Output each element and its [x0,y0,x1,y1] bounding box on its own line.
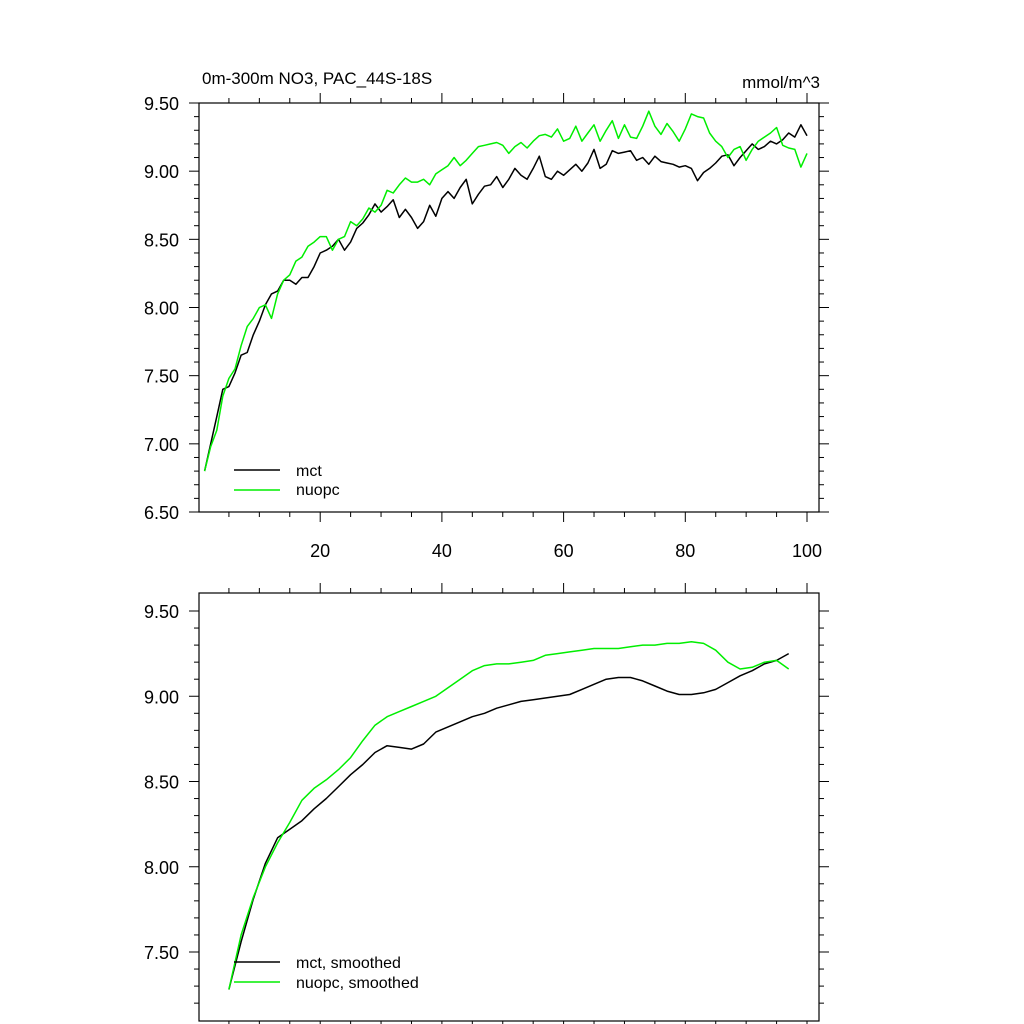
top-panel-title: 0m-300m NO3, PAC_44S-18S [202,69,432,88]
x-tick-label: 40 [432,541,452,561]
x-tick-label: 100 [792,541,822,561]
x-tick-label: 20 [310,541,330,561]
series-line-nuopc-smoothed [228,640,790,990]
top-panel-units: mmol/m^3 [742,73,820,92]
legend-label-mct: mct [296,463,322,480]
bottom-panel-frame [198,592,820,1022]
y-tick-label: 7.50 [144,943,179,963]
y-tick-label: 6.50 [144,503,179,523]
y-tick-label: 8.50 [144,773,179,793]
y-tick-label: 7.00 [144,435,179,455]
bottom-panel-series [228,640,790,990]
legend-label-mct-smoothed: mct, smoothed [296,955,401,972]
y-tick-label: 9.00 [144,162,179,182]
top-panel-series [203,110,808,472]
top-panel-ticks: 6.50 7.00 7.50 8.00 8.50 9.00 9.50 20 40 60 80 100 [144,93,829,561]
y-tick-label: 8.00 [144,858,179,878]
y-tick-label: 9.50 [144,602,179,622]
top-panel: 0m-300m NO3, PAC_44S-18S mmol/m^3 6.50 7.… [144,69,829,561]
x-tick-label: 60 [554,541,574,561]
y-tick-label: 8.50 [144,230,179,250]
x-tick-label: 80 [675,541,695,561]
series-line-nuopc [203,110,808,472]
top-panel-legend: mct nuopc [234,463,340,499]
series-line-mct [203,124,808,472]
y-tick-label: 9.00 [144,687,179,707]
y-tick-label: 8.00 [144,299,179,319]
y-tick-label: 9.50 [144,94,179,114]
y-tick-label: 7.50 [144,367,179,387]
series-line-mct-smoothed [228,652,790,990]
bottom-panel-ticks: 7.50 8.00 8.50 9.00 9.50 [144,583,829,1024]
legend-label-nuopc: nuopc [296,482,340,499]
bottom-panel: 7.50 8.00 8.50 9.00 9.50 mct, smoothed nuopc… [144,583,829,1024]
legend-label-nuopc-smoothed: nuopc, smoothed [296,975,419,992]
bottom-panel-legend: mct, smoothed nuopc, smoothed [234,955,419,992]
top-panel-frame [198,102,820,513]
